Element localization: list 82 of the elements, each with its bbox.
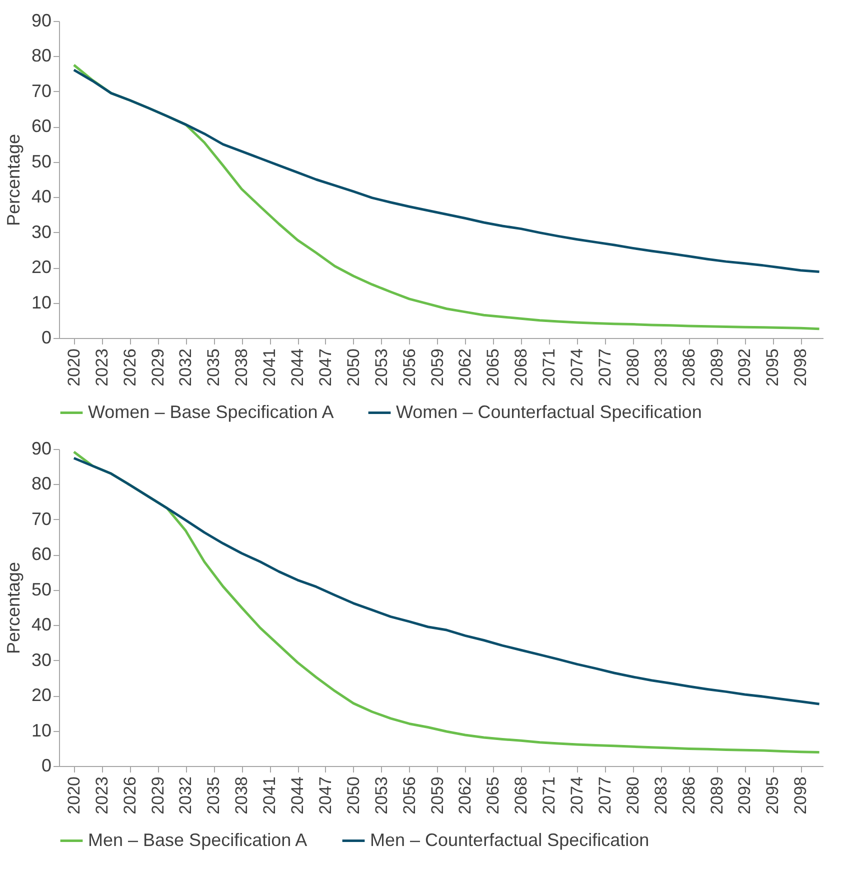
x-tick-label: 2080 — [623, 776, 642, 814]
y-tick-label: 10 — [31, 720, 52, 740]
y-tick-label: 30 — [31, 650, 52, 670]
x-tick-label: 2053 — [372, 776, 391, 814]
y-tick-label: 60 — [31, 544, 52, 564]
x-tick-label: 2044 — [288, 776, 308, 814]
y-tick-label: 90 — [31, 438, 52, 458]
y-tick-label: 20 — [31, 257, 52, 278]
y-tick-label: 80 — [31, 474, 52, 494]
x-tick-label: 2068 — [512, 776, 531, 814]
x-tick-label: 2089 — [707, 348, 726, 386]
legend-label: Women – Counterfactual Specification — [396, 402, 702, 422]
x-tick-label: 2038 — [232, 776, 252, 814]
x-tick-label: 2047 — [316, 348, 335, 386]
x-tick-label: 2068 — [512, 348, 531, 386]
x-tick-label: 2044 — [288, 348, 308, 386]
x-tick-label: 2035 — [204, 348, 224, 386]
x-tick-label: 2053 — [372, 348, 391, 386]
x-tick-label: 2020 — [64, 776, 84, 814]
x-tick-label: 2056 — [400, 776, 419, 814]
y-tick-label: 40 — [31, 186, 52, 207]
x-tick-label: 2050 — [344, 348, 363, 386]
x-tick-label: 2083 — [651, 348, 670, 386]
x-tick-label: 2056 — [400, 348, 419, 386]
x-tick-label: 2059 — [428, 776, 447, 814]
x-tick-label: 2074 — [568, 776, 587, 814]
y-tick-label: 10 — [31, 292, 52, 312]
y-tick-label: 20 — [31, 685, 52, 706]
x-tick-label: 2020 — [64, 348, 84, 386]
x-tick-label: 2095 — [763, 776, 782, 814]
x-tick-label: 2074 — [568, 348, 587, 386]
line-series — [72, 456, 821, 706]
y-tick-label: 70 — [31, 508, 52, 529]
x-tick-label: 2083 — [651, 776, 670, 814]
x-tick-label: 2026 — [120, 348, 140, 386]
x-tick-label: 2029 — [148, 348, 168, 386]
line-series — [72, 68, 821, 274]
x-tick-label: 2050 — [344, 776, 363, 814]
x-tick-label: 2032 — [176, 776, 196, 814]
x-tick-label: 2041 — [260, 776, 280, 814]
x-tick-label: 2071 — [540, 348, 559, 386]
x-tick-label: 2035 — [204, 776, 224, 814]
x-tick-label: 2032 — [176, 348, 196, 386]
x-tick-label: 2023 — [92, 348, 112, 386]
x-tick-label: 2062 — [456, 348, 475, 386]
y-tick-label: 70 — [31, 80, 52, 101]
legend-label: Men – Counterfactual Specification — [370, 830, 650, 850]
y-tick-label: 40 — [31, 614, 52, 635]
x-tick-label: 2041 — [260, 348, 280, 386]
x-tick-label: 2047 — [316, 776, 335, 814]
legend-label: Men – Base Specification A — [88, 830, 308, 850]
y-axis-title: Percentage — [3, 134, 24, 226]
x-tick-label: 2092 — [735, 348, 754, 386]
x-tick-label: 2080 — [623, 348, 642, 386]
x-tick-label: 2026 — [120, 776, 140, 814]
x-tick-label: 2092 — [735, 776, 754, 814]
x-tick-label: 2086 — [679, 776, 698, 814]
y-tick-label: 50 — [31, 151, 52, 172]
x-tick-label: 2098 — [791, 776, 810, 814]
x-tick-label: 2071 — [540, 776, 559, 814]
x-tick-label: 2089 — [707, 776, 726, 814]
y-tick-label: 90 — [31, 10, 52, 30]
x-tick-label: 2023 — [92, 776, 112, 814]
y-tick-label: 30 — [31, 222, 52, 242]
x-tick-label: 2062 — [456, 776, 475, 814]
y-tick-label: 80 — [31, 46, 52, 66]
y-tick-label: 0 — [41, 756, 52, 776]
x-tick-label: 2077 — [595, 348, 614, 386]
y-tick-label: 0 — [41, 328, 52, 348]
x-tick-label: 2065 — [484, 776, 503, 814]
x-tick-label: 2065 — [484, 348, 503, 386]
y-tick-label: 50 — [31, 579, 52, 600]
x-tick-label: 2038 — [232, 348, 252, 386]
x-tick-label: 2095 — [763, 348, 782, 386]
y-axis-title: Percentage — [3, 562, 24, 654]
x-tick-label: 2086 — [679, 348, 698, 386]
legend-label: Women – Base Specification A — [88, 402, 334, 422]
x-tick-label: 2077 — [595, 776, 614, 814]
x-tick-label: 2059 — [428, 348, 447, 386]
y-tick-label: 60 — [31, 116, 52, 136]
x-tick-label: 2029 — [148, 776, 168, 814]
x-tick-label: 2098 — [791, 348, 810, 386]
